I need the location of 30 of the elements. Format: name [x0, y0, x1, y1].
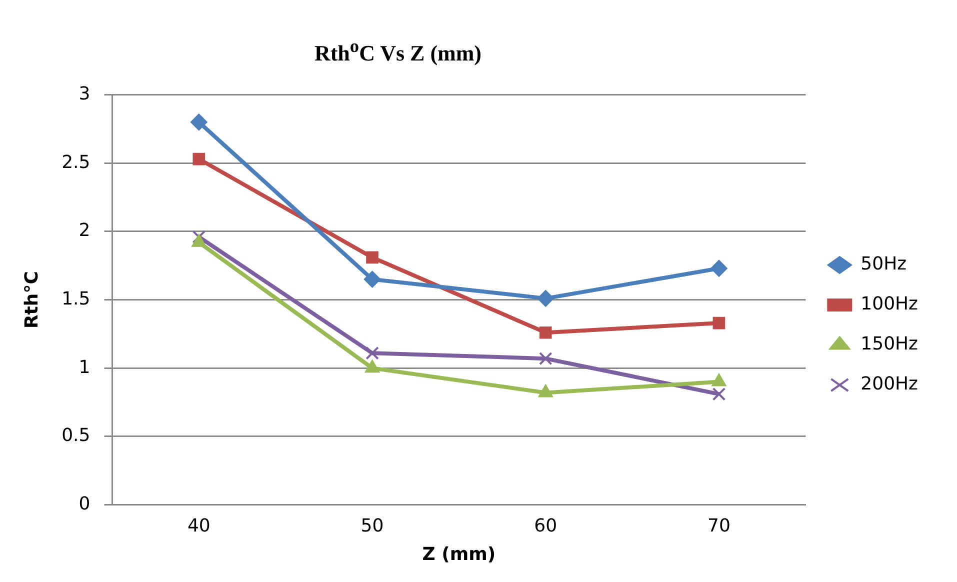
y-tick-label: 1: [78, 356, 90, 378]
point: [712, 387, 726, 401]
point: [190, 114, 208, 131]
chart-title: Rth$^{o}$C Vs Z (mm): [313, 35, 483, 68]
legend-label: 200Hz: [860, 374, 918, 395]
x-tick-label: 60: [534, 515, 558, 536]
point: [537, 290, 554, 307]
legend-label: 150Hz: [860, 334, 918, 355]
x-tick-label: 40: [187, 515, 210, 536]
point: [192, 152, 206, 166]
legend-label: 100Hz: [860, 294, 918, 315]
point: [712, 316, 726, 330]
point: [366, 251, 378, 264]
x-tick-label: 70: [708, 515, 730, 536]
y-tick-label: 0.5: [62, 425, 90, 446]
y-axis-title: Rth°C: [21, 271, 42, 329]
point: [192, 230, 206, 244]
x-tick-label: 50: [360, 515, 384, 536]
y-tick-label: 2: [78, 220, 90, 242]
point: [539, 326, 552, 339]
point: [710, 260, 728, 277]
y-tick-label: 3: [78, 83, 90, 104]
legend-label: 50Hz: [860, 254, 907, 275]
y-tick-label: 0: [78, 493, 90, 514]
y-tick-label: 2.5: [62, 152, 90, 173]
point: [364, 270, 381, 288]
point: [366, 346, 379, 360]
x-axis-title: Z (mm): [422, 544, 496, 565]
y-tick-label: 1.5: [62, 288, 90, 310]
point: [538, 352, 552, 366]
